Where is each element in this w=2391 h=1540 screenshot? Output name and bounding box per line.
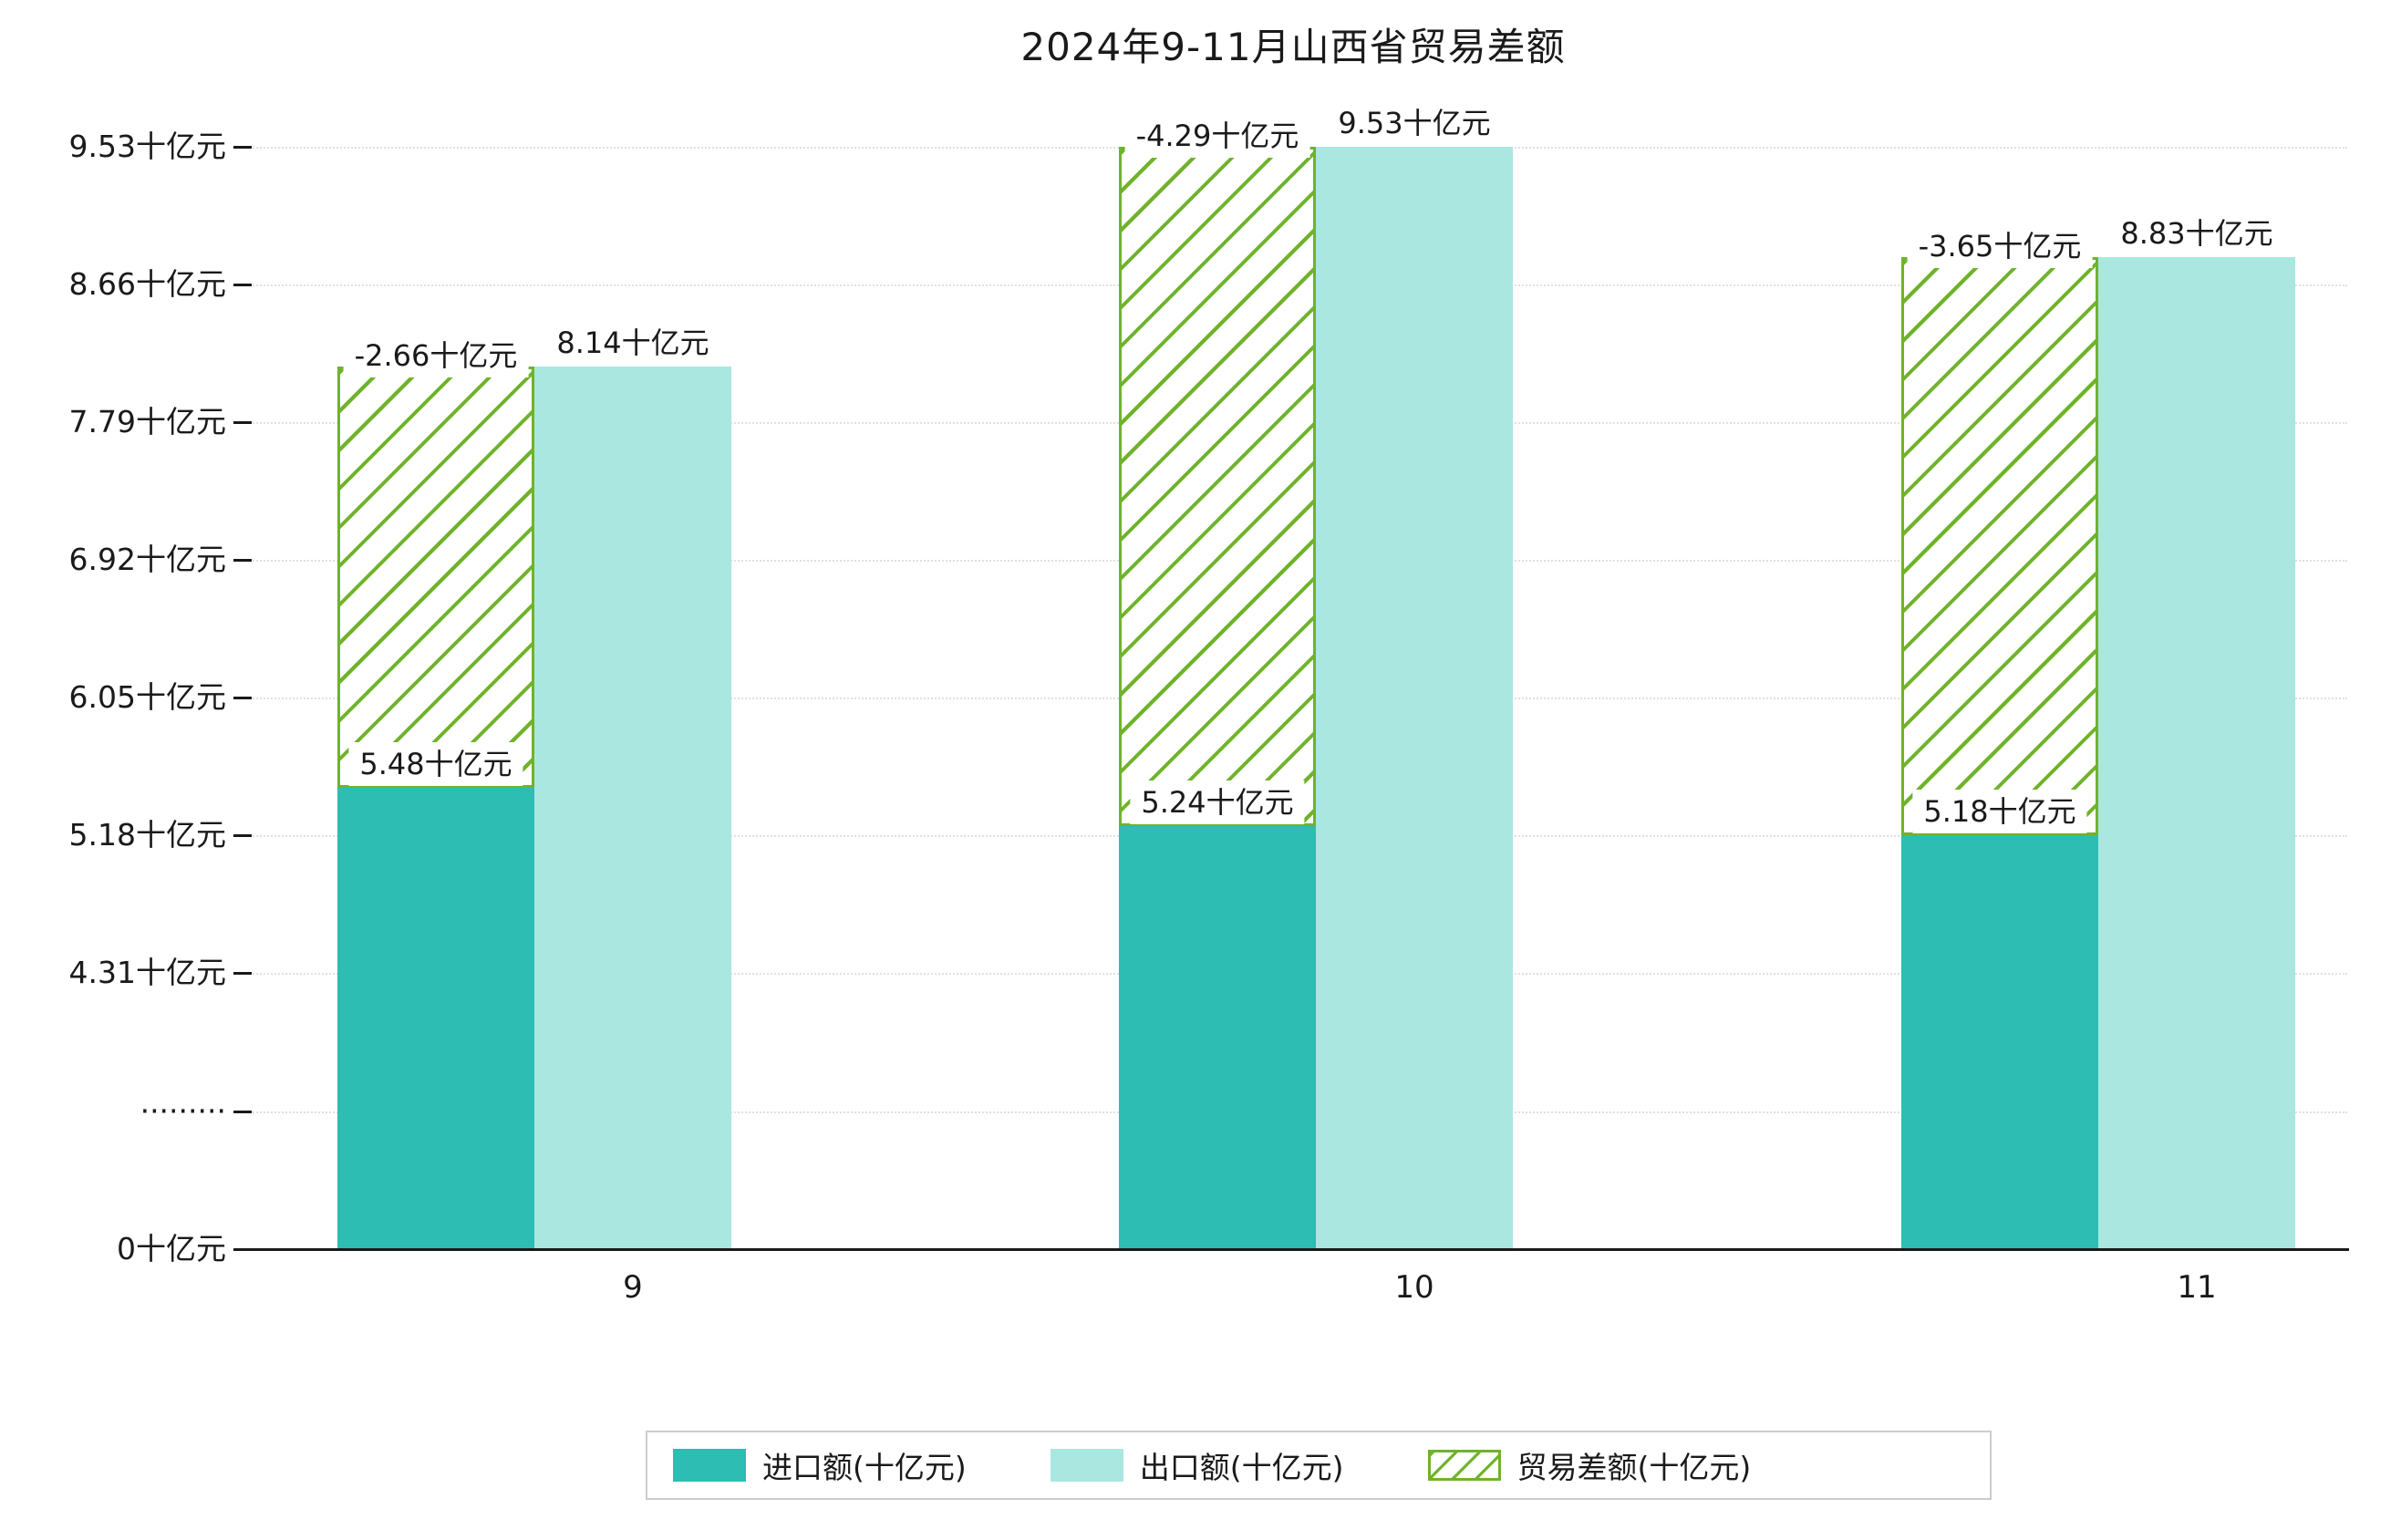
trade-balance-bar <box>1119 147 1316 826</box>
y-tick-label: 5.18十亿元 <box>68 817 226 853</box>
y-tick-mark <box>233 972 252 975</box>
export-bar <box>1316 147 1513 1249</box>
y-tick-label: 9.53十亿元 <box>68 129 226 164</box>
legend-swatch-green-hatched <box>1427 1450 1501 1481</box>
y-tick-mark <box>233 421 252 424</box>
y-tick-mark <box>233 559 252 562</box>
legend: 进口额(十亿元) 出口额(十亿元) 贸易差额(十亿元) <box>646 1431 1992 1500</box>
y-axis-break-label: ········· <box>140 1092 226 1129</box>
import-bar <box>337 787 534 1249</box>
legend-swatch-solid-teal <box>673 1449 746 1482</box>
import-bar <box>1119 825 1316 1249</box>
legend-item-export: 出口额(十亿元) <box>1050 1443 1344 1487</box>
x-axis-line <box>237 1248 2349 1251</box>
legend-label: 进口额(十亿元) <box>762 1450 967 1485</box>
x-tick-label: 9 <box>623 1269 643 1306</box>
y-tick-mark <box>233 697 252 699</box>
legend-label: 贸易差额(十亿元) <box>1516 1450 1752 1485</box>
legend-item-trade-balance: 贸易差额(十亿元) <box>1427 1443 1752 1487</box>
x-tick-label: 10 <box>1394 1269 1434 1306</box>
y-tick-label: 4.31十亿元 <box>68 955 226 990</box>
y-tick-label: 6.05十亿元 <box>68 679 226 715</box>
legend-item-import: 进口额(十亿元) <box>673 1443 967 1487</box>
export-bar <box>2098 257 2295 1249</box>
y-tick-mark <box>233 146 252 149</box>
trade-balance-value-label: -3.65十亿元 <box>1907 224 2093 269</box>
trade-balance-bar <box>1901 257 2098 835</box>
x-tick-label: 11 <box>2177 1269 2217 1306</box>
legend-swatch-solid-light-cyan <box>1050 1449 1123 1482</box>
chart-title: 2024年9-11月山西省贸易差额 <box>1020 25 1566 69</box>
y-tick-mark <box>233 284 252 286</box>
export-value-label: 8.14十亿元 <box>545 321 720 366</box>
y-tick-mark <box>233 834 252 837</box>
y-tick-label: 6.92十亿元 <box>68 542 226 577</box>
y-tick-label: 0十亿元 <box>117 1231 226 1266</box>
export-bar <box>534 367 731 1249</box>
y-tick-label: 7.79十亿元 <box>68 404 226 439</box>
legend-label: 出口额(十亿元) <box>1139 1450 1344 1485</box>
y-tick-label: 8.66十亿元 <box>68 266 226 302</box>
export-value-label: 9.53十亿元 <box>1327 101 1502 145</box>
import-bar <box>1901 835 2098 1249</box>
trade-balance-value-label: -2.66十亿元 <box>343 334 529 378</box>
y-tick-mark <box>233 1110 252 1113</box>
import-value-label: 5.24十亿元 <box>1130 780 1305 824</box>
trade-balance-value-label: -4.29十亿元 <box>1124 114 1310 158</box>
trade-balance-bar <box>337 367 534 788</box>
import-value-label: 5.18十亿元 <box>1912 790 2087 833</box>
import-value-label: 5.48十亿元 <box>348 741 523 786</box>
export-value-label: 8.83十亿元 <box>2109 212 2284 256</box>
